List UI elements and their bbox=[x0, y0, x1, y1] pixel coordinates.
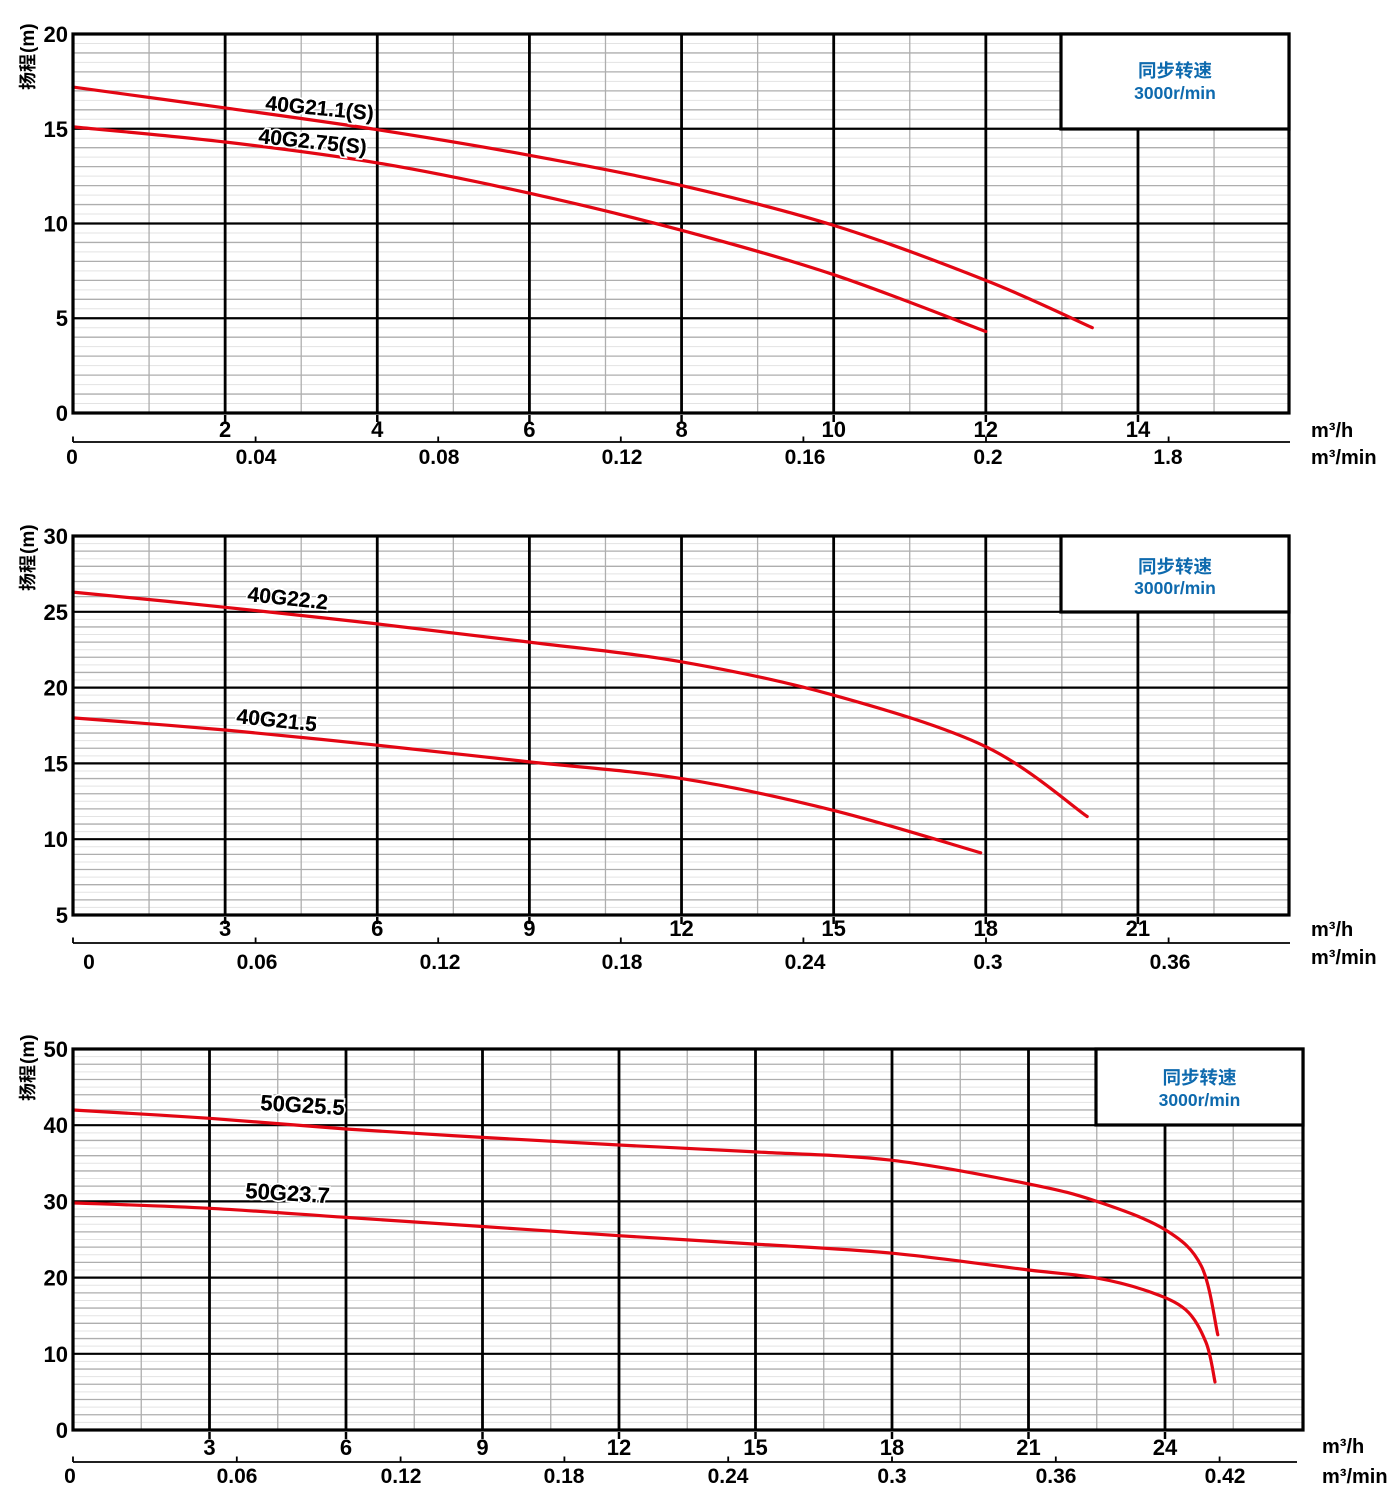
svg-text:10: 10 bbox=[821, 417, 845, 442]
svg-text:15: 15 bbox=[44, 751, 68, 776]
svg-text:14: 14 bbox=[1126, 417, 1151, 442]
svg-text:40: 40 bbox=[44, 1113, 68, 1138]
svg-text:5: 5 bbox=[56, 306, 68, 331]
svg-text:21: 21 bbox=[1126, 916, 1150, 941]
svg-text:0: 0 bbox=[83, 951, 95, 974]
svg-text:(m): (m) bbox=[18, 1034, 39, 1064]
svg-text:20: 20 bbox=[44, 1266, 68, 1291]
svg-text:0: 0 bbox=[56, 401, 68, 426]
svg-text:6: 6 bbox=[523, 417, 535, 442]
svg-text:50: 50 bbox=[44, 1037, 68, 1062]
svg-text:3000r/min: 3000r/min bbox=[1159, 1090, 1241, 1110]
svg-text:9: 9 bbox=[523, 916, 535, 941]
svg-text:3: 3 bbox=[203, 1435, 215, 1460]
svg-text:3000r/min: 3000r/min bbox=[1134, 83, 1216, 103]
svg-text:0.24: 0.24 bbox=[785, 951, 826, 974]
svg-text:9: 9 bbox=[476, 1435, 488, 1460]
svg-text:30: 30 bbox=[44, 524, 68, 549]
svg-text:m³/h: m³/h bbox=[1322, 1436, 1364, 1458]
svg-text:0.2: 0.2 bbox=[973, 446, 1002, 469]
svg-text:0: 0 bbox=[64, 1465, 76, 1488]
svg-text:6: 6 bbox=[371, 916, 383, 941]
svg-text:0.18: 0.18 bbox=[602, 951, 643, 974]
svg-text:0: 0 bbox=[56, 1418, 68, 1443]
svg-text:50G25.5: 50G25.5 bbox=[260, 1090, 346, 1120]
svg-text:m³/h: m³/h bbox=[1311, 420, 1353, 442]
svg-text:21: 21 bbox=[1016, 1435, 1040, 1460]
svg-text:24: 24 bbox=[1153, 1435, 1178, 1460]
svg-text:1.8: 1.8 bbox=[1153, 446, 1183, 469]
svg-text:0.3: 0.3 bbox=[877, 1465, 906, 1488]
svg-text:(m): (m) bbox=[18, 524, 39, 554]
svg-text:12: 12 bbox=[607, 1435, 631, 1460]
svg-text:0.36: 0.36 bbox=[1150, 951, 1191, 974]
svg-text:2: 2 bbox=[219, 417, 231, 442]
svg-text:30: 30 bbox=[44, 1189, 68, 1214]
svg-text:m³/min: m³/min bbox=[1311, 947, 1377, 969]
svg-text:20: 20 bbox=[44, 676, 68, 701]
svg-text:20: 20 bbox=[44, 22, 68, 47]
svg-text:0.06: 0.06 bbox=[217, 1465, 258, 1488]
svg-text:3: 3 bbox=[219, 916, 231, 941]
svg-text:50G25.5: 50G25.5 bbox=[260, 1090, 346, 1120]
svg-text:8: 8 bbox=[675, 417, 687, 442]
svg-text:0.12: 0.12 bbox=[602, 446, 643, 469]
svg-text:5: 5 bbox=[56, 903, 68, 928]
svg-text:m³/min: m³/min bbox=[1322, 1466, 1388, 1488]
svg-text:0.36: 0.36 bbox=[1036, 1465, 1077, 1488]
svg-text:25: 25 bbox=[44, 600, 68, 625]
svg-text:m³/h: m³/h bbox=[1311, 919, 1353, 941]
svg-text:0.04: 0.04 bbox=[236, 446, 277, 469]
svg-text:10: 10 bbox=[44, 827, 68, 852]
svg-text:18: 18 bbox=[974, 916, 998, 941]
svg-text:0: 0 bbox=[66, 446, 78, 469]
svg-text:0.3: 0.3 bbox=[973, 951, 1002, 974]
svg-text:0.08: 0.08 bbox=[419, 446, 460, 469]
svg-text:15: 15 bbox=[743, 1435, 767, 1460]
svg-text:0.18: 0.18 bbox=[544, 1465, 585, 1488]
svg-text:50G23.7: 50G23.7 bbox=[245, 1178, 331, 1208]
svg-text:m³/min: m³/min bbox=[1311, 447, 1377, 469]
svg-text:0.42: 0.42 bbox=[1205, 1465, 1246, 1488]
svg-text:0.06: 0.06 bbox=[237, 951, 278, 974]
svg-text:0.24: 0.24 bbox=[708, 1465, 749, 1488]
svg-text:15: 15 bbox=[821, 916, 845, 941]
svg-text:0.16: 0.16 bbox=[785, 446, 826, 469]
svg-text:18: 18 bbox=[880, 1435, 904, 1460]
svg-text:12: 12 bbox=[669, 916, 693, 941]
svg-text:3000r/min: 3000r/min bbox=[1134, 578, 1216, 598]
svg-text:(m): (m) bbox=[18, 23, 39, 53]
svg-text:0.12: 0.12 bbox=[420, 951, 461, 974]
svg-text:0.12: 0.12 bbox=[381, 1465, 422, 1488]
svg-text:6: 6 bbox=[340, 1435, 352, 1460]
svg-text:15: 15 bbox=[44, 117, 68, 142]
svg-text:10: 10 bbox=[44, 1342, 68, 1367]
svg-text:4: 4 bbox=[371, 417, 384, 442]
svg-text:10: 10 bbox=[44, 212, 68, 237]
